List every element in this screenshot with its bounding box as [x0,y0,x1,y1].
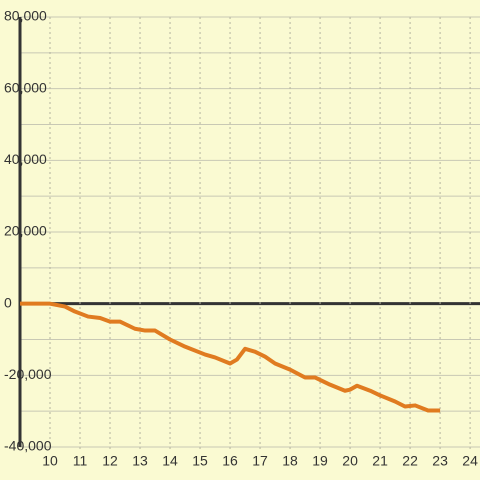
x-tick-label: 23 [432,453,448,469]
y-tick-label: 20,000 [4,223,47,239]
x-tick-label: 19 [312,453,328,469]
y-tick-label: 0 [4,294,12,310]
y-tick-label: 40,000 [4,151,47,167]
x-tick-label: 20 [342,453,358,469]
x-tick-label: 17 [252,453,268,469]
x-tick-label: 24 [462,453,478,469]
x-tick-label: 11 [73,453,88,469]
data-line [20,301,441,413]
x-tick-label: 15 [192,453,208,469]
y-tick-label: 80,000 [4,8,47,24]
x-tick-label: 14 [162,453,178,469]
x-tick-label: 18 [282,453,298,469]
x-tick-label: 22 [402,453,418,469]
x-tick-label: 21 [372,453,388,469]
x-tick-label: 10 [42,453,58,469]
y-tick-label: -20,000 [4,366,52,382]
y-tick-label: -40,000 [4,438,52,454]
x-tick-label: 13 [132,453,148,469]
x-tick-label: 16 [222,453,238,469]
x-tick-label: 12 [102,453,118,469]
y-tick-label: 60,000 [4,79,47,95]
